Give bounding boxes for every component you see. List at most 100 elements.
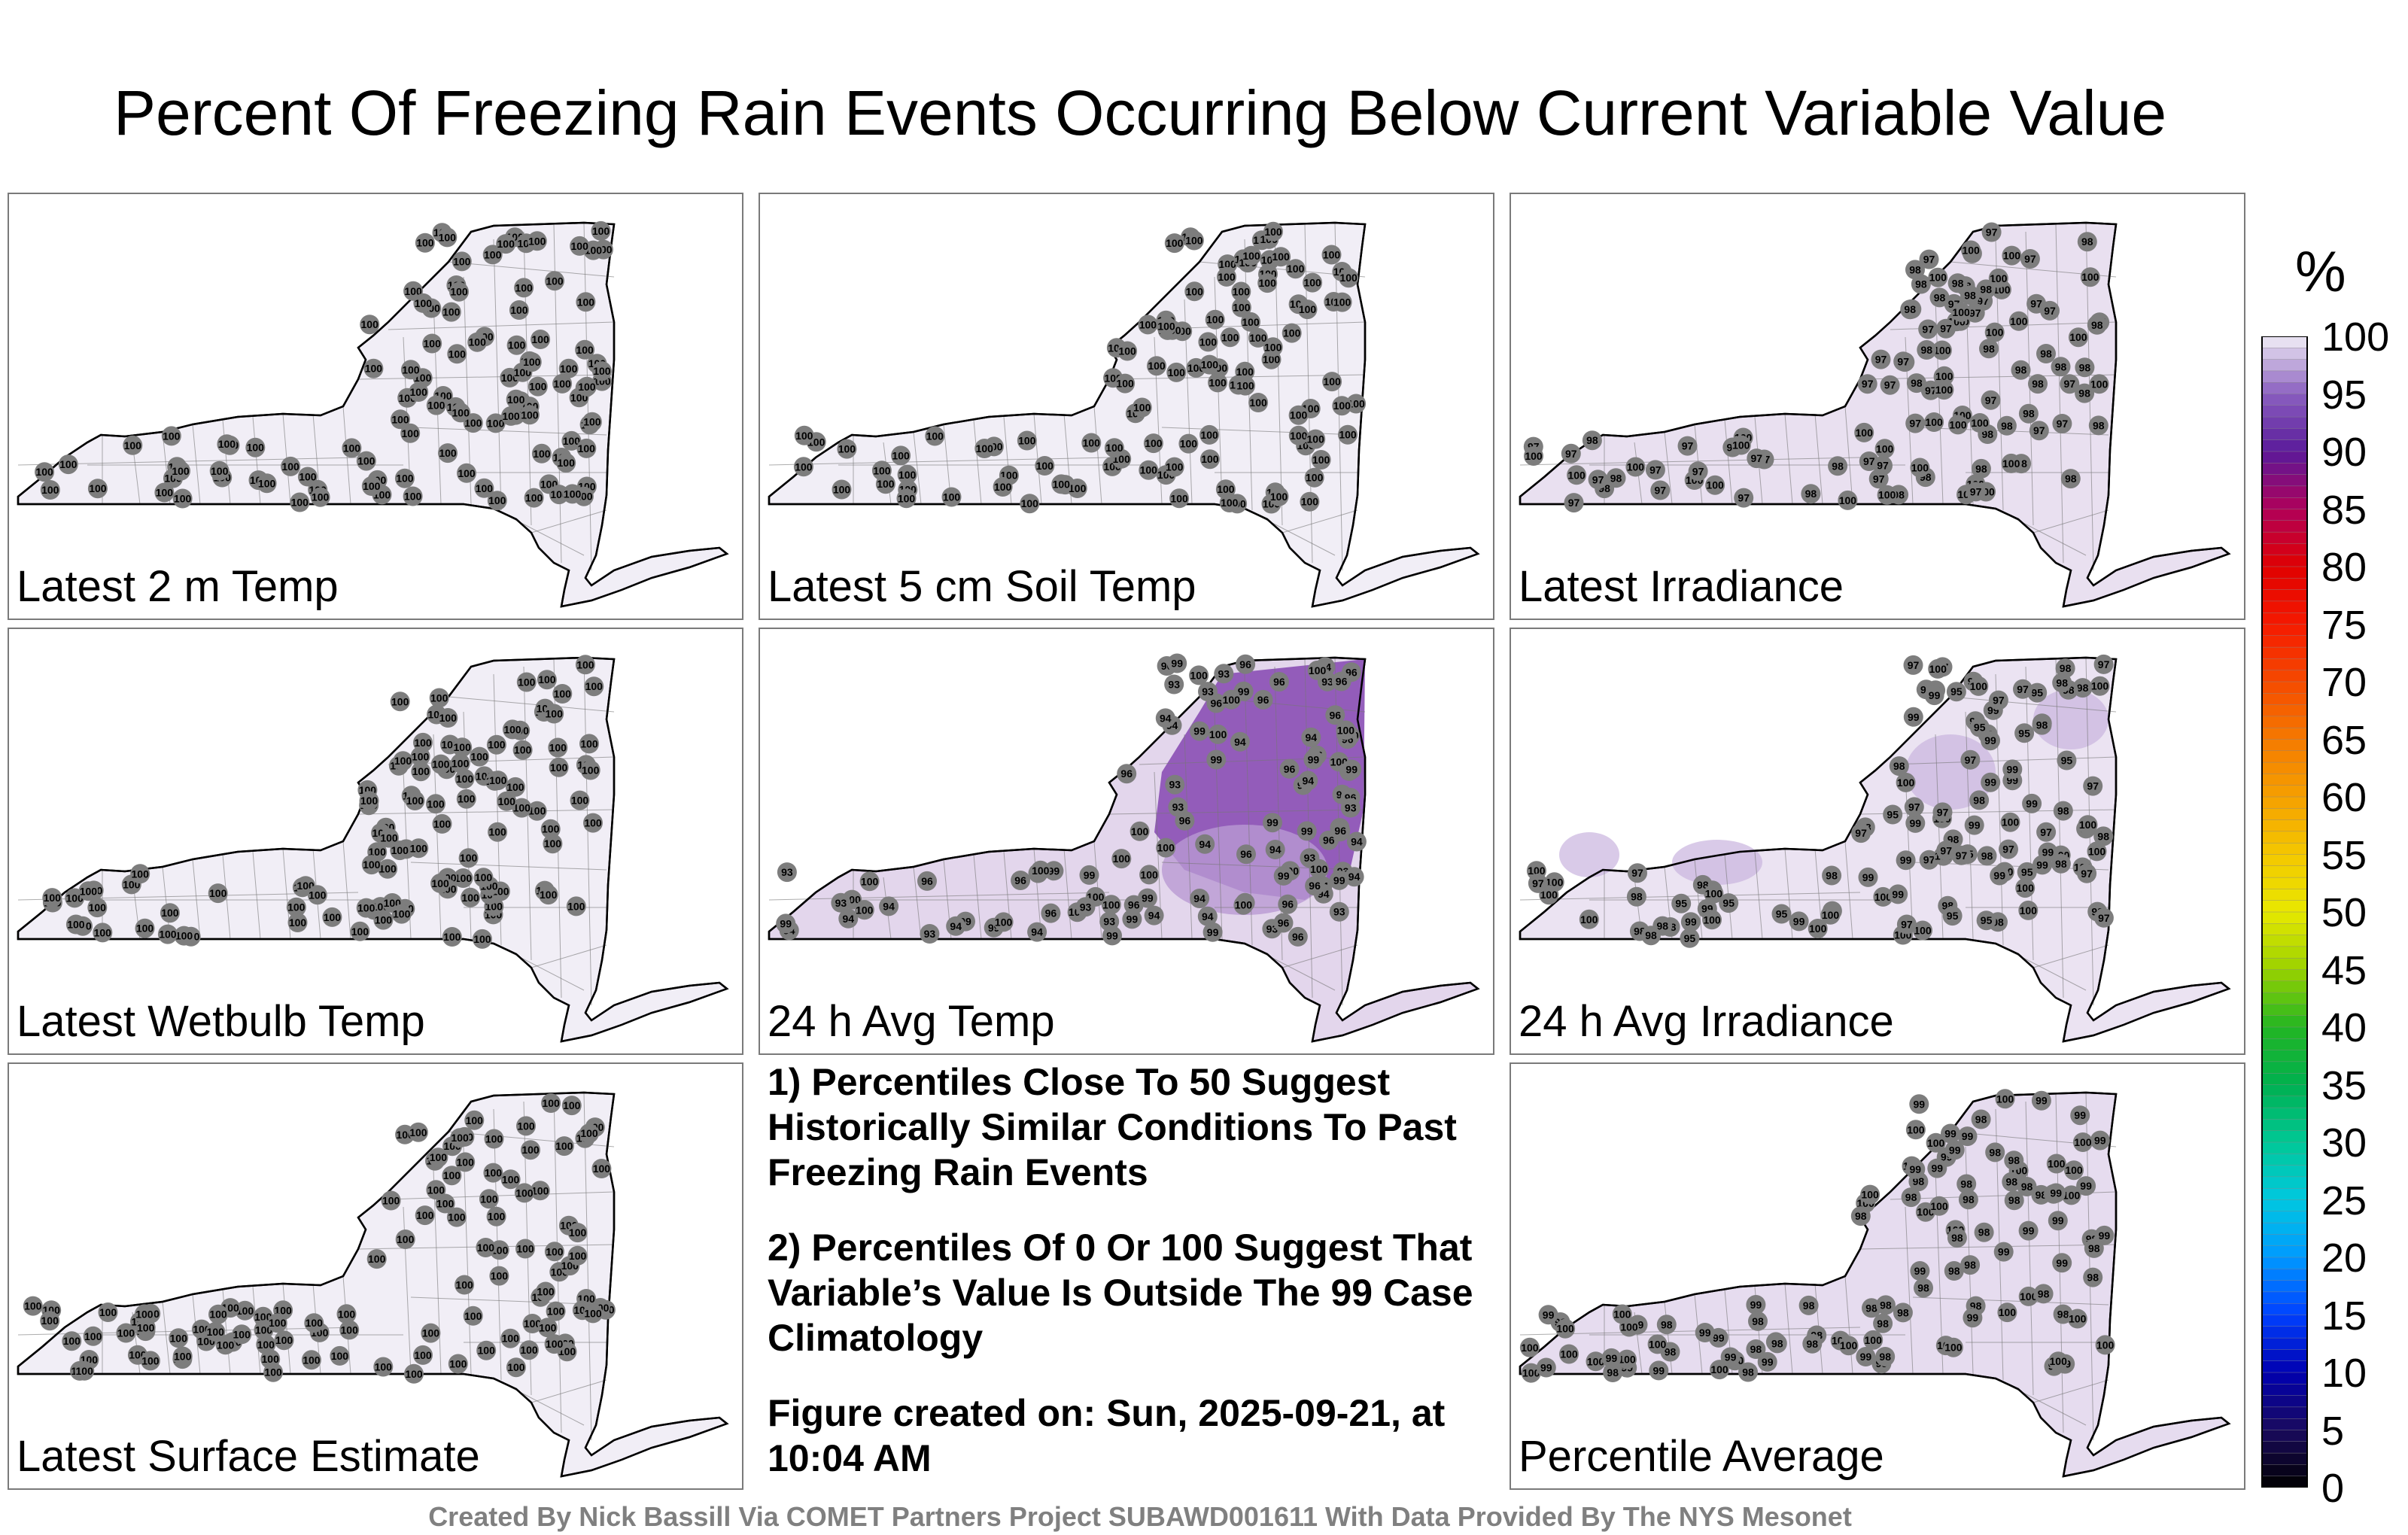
station-value: 100 xyxy=(1929,663,1947,675)
station-value: 100 xyxy=(433,818,451,830)
station-marker xyxy=(1612,1304,1632,1324)
station-marker xyxy=(2004,1150,2024,1171)
station-value: 100 xyxy=(2020,904,2038,916)
station-value: 99 xyxy=(1993,870,2005,882)
station-value: 97 xyxy=(1592,473,1604,485)
station-marker xyxy=(591,1159,612,1178)
station-marker xyxy=(1301,727,1321,747)
station-marker xyxy=(301,1350,321,1370)
station-value: 98 xyxy=(1951,1232,1963,1244)
station-value: 100 xyxy=(558,457,576,469)
station-value: 99 xyxy=(1207,926,1219,938)
station-value: 99 xyxy=(1266,816,1278,828)
station-value: 95 xyxy=(1974,722,1986,734)
station-value: 100 xyxy=(432,758,450,771)
station-marker xyxy=(160,903,180,923)
station-value: 98 xyxy=(2078,388,2090,400)
station-value: 100 xyxy=(1323,375,1341,388)
station-marker xyxy=(2032,715,2052,735)
station-marker xyxy=(1997,1302,2017,1323)
station-marker xyxy=(946,916,966,936)
station-marker xyxy=(575,339,595,360)
station-value: 100 xyxy=(84,1330,102,1342)
station-marker xyxy=(1757,1351,1777,1372)
station-value: 100 xyxy=(1580,913,1598,926)
station-marker xyxy=(1969,717,1990,737)
station-marker xyxy=(859,871,880,892)
station-value: 99 xyxy=(780,917,792,929)
colorbar-segment xyxy=(2261,1004,2308,1017)
colorbar-segment xyxy=(2261,1406,2308,1419)
station-marker xyxy=(1863,1330,1884,1350)
station-value: 95 xyxy=(1947,910,1959,922)
station-marker xyxy=(514,1183,534,1203)
station-value: 100 xyxy=(67,919,85,931)
station-marker xyxy=(1944,1261,1964,1281)
station-marker xyxy=(1288,926,1308,947)
station-marker xyxy=(1650,480,1671,500)
station-marker xyxy=(1075,897,1096,917)
station-marker xyxy=(486,734,506,755)
station-marker xyxy=(1561,443,1581,464)
station-marker xyxy=(554,1136,574,1157)
station-value: 93 xyxy=(1218,667,1230,679)
station-marker xyxy=(1067,479,1087,498)
station-value: 100 xyxy=(491,1270,509,1282)
station-value: 97 xyxy=(1940,844,1952,856)
colorbar-segment xyxy=(2261,646,2308,660)
station-value: 100 xyxy=(2020,1290,2038,1302)
station-marker xyxy=(2053,801,2073,821)
station-marker xyxy=(62,1331,82,1351)
map-panel-wetbulb: 100 100 100 100 100 100 100 100 100 100 100 100 100 1… xyxy=(8,628,743,1055)
station-marker xyxy=(2051,357,2071,377)
station-marker xyxy=(1521,1363,1541,1383)
station-value: 100 xyxy=(1929,272,1947,284)
note-1: 1) Percentiles Close To 50 Suggest Histo… xyxy=(768,1061,1457,1193)
station-value: 99 xyxy=(1862,871,1874,883)
station-marker xyxy=(544,1242,564,1262)
station-value: 98 xyxy=(1909,263,1921,275)
station-value: 99 xyxy=(1713,1332,1725,1344)
station-marker xyxy=(1235,361,1255,381)
colorbar-segment xyxy=(2261,1280,2308,1293)
colorbar-tick-label: 25 xyxy=(2321,1178,2367,1223)
station-value: 100 xyxy=(1856,427,1874,439)
station-value: 98 xyxy=(1826,870,1838,882)
figure-title: Percent Of Freezing Rain Events Occurrin… xyxy=(113,78,2167,148)
station-value: 98 xyxy=(1697,879,1709,891)
station-marker xyxy=(470,746,490,767)
station-value: 100 xyxy=(1235,899,1253,911)
station-value: 98 xyxy=(2056,676,2068,688)
station-value: 100 xyxy=(415,297,433,309)
county-line xyxy=(1664,431,1673,505)
station-value: 100 xyxy=(351,926,369,938)
station-marker xyxy=(286,897,306,917)
station-marker xyxy=(1190,721,1210,741)
station-value: 100 xyxy=(593,365,611,377)
station-value: 100 xyxy=(1018,435,1036,447)
station-marker xyxy=(1981,222,2002,242)
station-value: 94 xyxy=(883,900,895,912)
station-value: 100 xyxy=(258,477,276,489)
station-value: 98 xyxy=(1586,434,1598,446)
station-marker xyxy=(1231,281,1251,302)
station-value: 100 xyxy=(41,484,59,496)
colorbar-tick-label: 95 xyxy=(2321,372,2367,418)
station-marker xyxy=(1304,467,1324,488)
station-value: 97 xyxy=(1631,867,1643,879)
station-marker xyxy=(1893,1302,1913,1323)
station-value: 100 xyxy=(1627,461,1645,473)
station-value: 96 xyxy=(1273,676,1285,688)
station-value: 100 xyxy=(1703,913,1721,926)
station-value: 100 xyxy=(44,892,62,904)
station-value: 97 xyxy=(2002,843,2014,856)
state-outline xyxy=(17,1091,729,1478)
station-value: 99 xyxy=(1984,734,1996,746)
station-value: 100 xyxy=(2002,457,2020,470)
station-value: 100 xyxy=(175,930,193,942)
station-marker xyxy=(395,1230,415,1249)
station-marker xyxy=(1961,240,1981,260)
station-marker xyxy=(1928,658,1948,679)
station-marker xyxy=(1798,1295,1819,1315)
station-value: 97 xyxy=(1956,850,1968,862)
